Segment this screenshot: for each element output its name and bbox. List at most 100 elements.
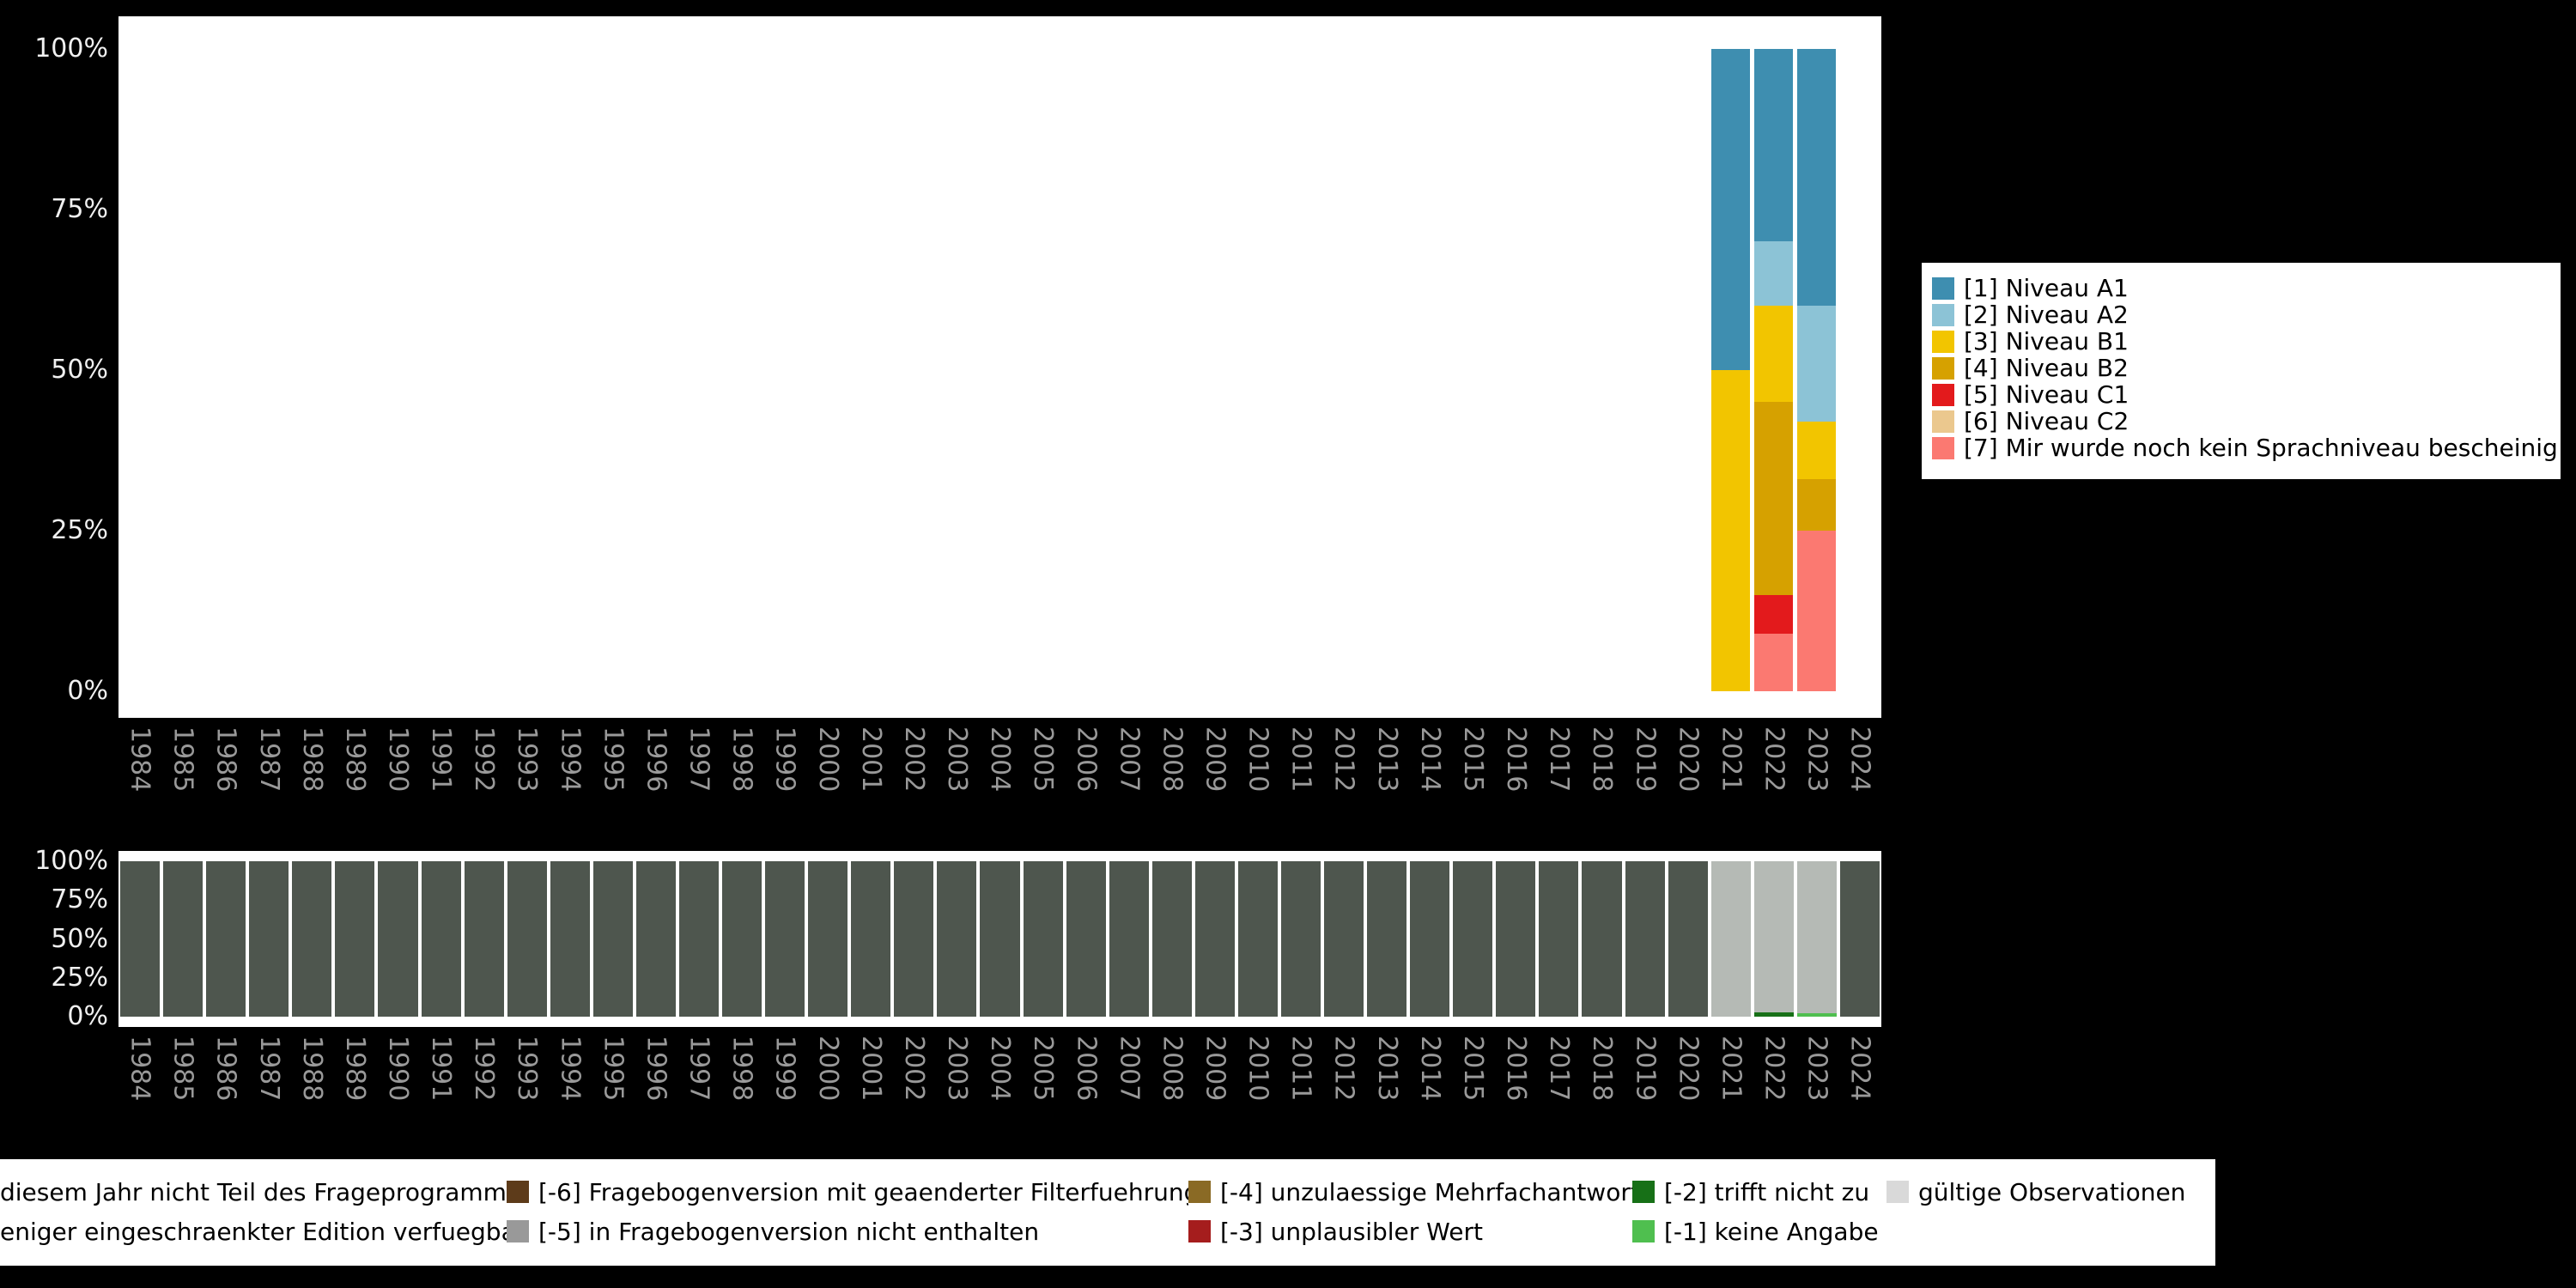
bar-segment [1237,861,1278,1017]
bar-segment [1754,402,1794,595]
missing-legend-item: [-3] unplausibler Wert [1188,1218,1632,1246]
missings-y-axis: 100% 75% 50% 25% 0% [0,0,108,1288]
bar-segment [206,861,246,1017]
x-tick-label: 2007 [1114,726,1145,793]
x-tick-label: 1988 [296,726,327,793]
x-tick: 2024 [1838,1036,1881,1132]
x-tick-label: 1986 [210,1036,241,1102]
x-tick-label: 2018 [1587,1036,1618,1102]
bar-segment [249,861,289,1017]
legend-label: [5] Niveau C1 [1964,380,2129,409]
legend-color-swatch [1932,383,1954,406]
x-tick: 2003 [935,1036,978,1132]
missing-legend-item: gültige Observationen [1886,1178,2215,1206]
x-tick: 2005 [1022,1036,1065,1132]
x-tick-label: 1997 [683,1036,714,1102]
x-tick: 2023 [1795,726,1838,823]
x-tick: 1988 [290,726,333,823]
x-tick-label: 2017 [1544,1036,1575,1102]
missing-legend-item: [-4] unzulaessige Mehrfachantwort [1188,1178,1632,1206]
x-tick-label: 2024 [1844,726,1875,793]
x-tick: 2011 [1279,726,1322,823]
x-tick-label: 2023 [1801,1036,1832,1102]
legend-label: [-4] unzulaessige Mehrfachantwort [1220,1177,1632,1206]
x-tick-label: 2020 [1673,1036,1704,1102]
y-tick-label: 0% [67,676,108,706]
legend-label: diesem Jahr nicht Teil des Frageprogramm… [0,1177,507,1206]
x-tick: 2002 [892,726,935,823]
legend-color-swatch [1932,330,1954,353]
x-tick-label: 1986 [210,726,241,793]
x-tick: 2017 [1538,1036,1581,1132]
bar-segment [1496,861,1536,1017]
x-tick-label: 1999 [769,726,800,793]
bar-segment [120,861,161,1017]
legend-item: [5] Niveau C1 [1932,380,2550,409]
x-tick: 2019 [1624,1036,1667,1132]
y-tick-label: 75% [51,884,108,915]
x-tick-label: 2004 [985,726,1016,793]
x-tick: 2022 [1753,1036,1795,1132]
niveau-x-axis: 1984 1985 1986 1987 1988 1989 1990 1991 1992 1993… [118,726,1881,823]
x-tick-label: 2024 [1844,1036,1875,1102]
bar-segment [1796,861,1837,1014]
missing-legend-item: eniger eingeschraenkter Edition verfuegb… [0,1218,507,1246]
x-tick-label: 2010 [1242,1036,1273,1102]
x-tick-label: 1987 [253,1036,284,1102]
x-tick: 2020 [1667,726,1710,823]
x-tick: 2007 [1108,1036,1151,1132]
x-tick-label: 2005 [1028,1036,1059,1102]
bar-segment [1754,306,1794,403]
x-tick-label: 2001 [855,1036,886,1102]
x-tick: 2022 [1753,726,1795,823]
x-tick-label: 1995 [598,1036,629,1102]
x-tick: 2018 [1581,726,1624,823]
bar-segment [1367,861,1407,1017]
bar-segment [1753,1012,1794,1017]
x-tick: 2006 [1065,726,1108,823]
x-tick: 2001 [849,1036,892,1132]
missings-x-axis: 1984 1985 1986 1987 1988 1989 1990 1991 1992 1993… [118,1036,1881,1132]
legend-item: [3] Niveau B1 [1932,327,2550,355]
legend-color-swatch [1188,1181,1211,1203]
x-tick: 1987 [247,1036,290,1132]
legend-color-swatch [1632,1220,1655,1242]
bar-segment [1711,49,1751,370]
missing-legend-row: eniger eingeschraenkter Edition verfuegb… [0,1212,2215,1251]
x-tick: 2004 [979,1036,1022,1132]
x-tick: 2023 [1795,1036,1838,1132]
bar-segment [1324,861,1364,1017]
niveau-y-axis: 100% 75% 50% 25% 0% [0,0,108,1288]
x-tick-label: 2002 [898,726,929,793]
x-tick: 1996 [635,726,677,823]
bar-segment [851,861,891,1017]
x-tick-label: 1994 [555,726,586,793]
legend-item: [4] Niveau B2 [1932,354,2550,382]
x-tick: 2016 [1495,726,1538,823]
missing-legend-item: [-2] trifft nicht zu [1632,1178,1886,1206]
bar-segment [1109,861,1149,1017]
x-tick-label: 2018 [1587,726,1618,793]
bar-segment [808,861,848,1017]
x-tick: 1997 [677,726,720,823]
x-tick-label: 2000 [812,1036,843,1102]
x-tick-label: 2012 [1328,1036,1359,1102]
bar-segment [1753,861,1794,1012]
y-tick-label: 0% [67,1001,108,1031]
bar-segment [937,861,977,1017]
x-tick: 1992 [463,726,506,823]
legend-color-swatch [1932,303,1954,326]
legend-color-swatch [507,1181,529,1203]
x-tick-label: 2006 [1071,1036,1102,1102]
x-tick: 1999 [763,1036,806,1132]
bar-segment [1280,861,1321,1017]
x-tick-label: 2016 [1501,726,1532,793]
x-tick-label: 2006 [1071,726,1102,793]
legend-item: [6] Niveau C2 [1932,407,2550,435]
x-tick-label: 2004 [985,1036,1016,1102]
bar-segment [464,861,504,1017]
x-tick-label: 2011 [1285,1036,1316,1102]
y-tick-label: 100% [34,846,108,876]
x-tick: 2011 [1279,1036,1322,1132]
